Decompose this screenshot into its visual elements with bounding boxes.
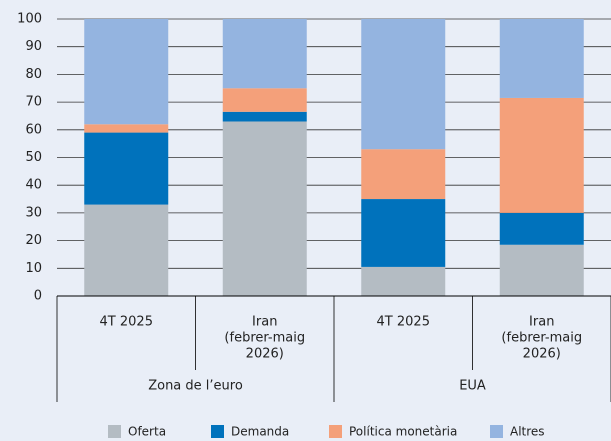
legend-label: Demanda [231, 425, 289, 439]
x-tick-label: (febrer-maig [501, 331, 582, 346]
bar-segment [84, 132, 169, 205]
y-tick-label: 90 [25, 39, 42, 54]
x-tick-label: 4T 2025 [100, 315, 153, 330]
bar-segment [84, 19, 169, 125]
y-tick-label: 70 [25, 95, 42, 110]
bar-segment [361, 19, 446, 150]
bar-segment [222, 88, 307, 112]
bar-segment [222, 19, 307, 89]
group-label: Zona de l’euro [148, 379, 243, 394]
y-tick-label: 0 [34, 289, 42, 304]
bar-segment [499, 19, 584, 98]
bar-segment [361, 199, 446, 267]
legend-swatch [490, 425, 503, 438]
x-tick-label: Iran [529, 315, 554, 330]
y-tick-label: 10 [25, 261, 42, 276]
legend-swatch [329, 425, 342, 438]
bar-segment [84, 124, 169, 133]
legend-label: Altres [510, 425, 545, 439]
group-label: EUA [459, 379, 486, 394]
y-tick-label: 40 [25, 178, 42, 193]
y-tick-label: 60 [25, 122, 42, 137]
bar-segment [84, 204, 169, 296]
x-tick-label: 4T 2025 [377, 315, 430, 330]
legend-label: Oferta [128, 425, 166, 439]
legend-swatch [108, 425, 121, 438]
legend-label: Política monetària [349, 425, 457, 439]
bar-segment [499, 97, 584, 213]
bar-segment [222, 121, 307, 297]
bar-segment [361, 266, 446, 296]
bar-segment [361, 149, 446, 200]
y-tick-label: 20 [25, 233, 42, 248]
y-tick-label: 100 [17, 12, 42, 27]
bar-segment [222, 111, 307, 122]
y-tick-label: 50 [25, 150, 42, 165]
y-tick-label: 80 [25, 67, 42, 82]
bar-segment [499, 212, 584, 245]
x-tick-label: (febrer-maig [224, 331, 305, 346]
legend-swatch [211, 425, 224, 438]
x-tick-label: Iran [252, 315, 277, 330]
bar-segment [499, 244, 584, 296]
y-tick-label: 30 [25, 205, 42, 220]
x-tick-label: 2026) [523, 347, 561, 362]
x-tick-label: 2026) [246, 347, 284, 362]
